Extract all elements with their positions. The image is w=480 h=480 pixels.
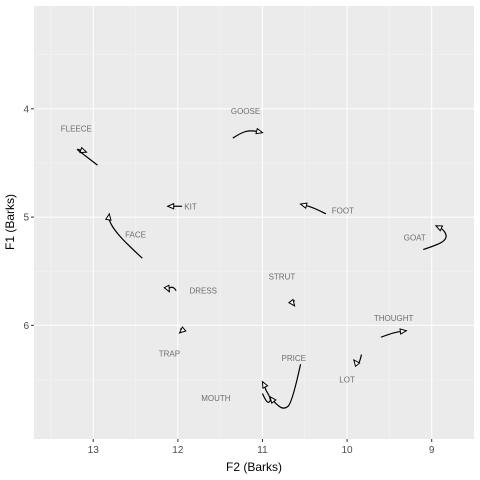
grid <box>34 6 474 439</box>
x-tick-label: 13 <box>88 445 100 456</box>
arrowhead-fleece <box>79 146 88 154</box>
trajectory-goat <box>423 225 447 251</box>
plot-panel <box>34 6 474 439</box>
y-axis-ticks: 4 5 6 <box>23 104 34 332</box>
y-tick-label: 6 <box>23 321 29 332</box>
arrowhead-lot <box>353 358 361 368</box>
trajectory-price <box>269 364 302 409</box>
word-label-kit: KIT <box>184 202 197 211</box>
arrowhead-thought <box>399 328 408 335</box>
word-label-thought: THOUGHT <box>374 314 414 323</box>
x-axis-title: F2 (Barks) <box>226 460 282 474</box>
arrowhead-foot <box>299 202 308 209</box>
arrowhead-face <box>104 212 112 221</box>
word-label-lot: LOT <box>339 375 355 384</box>
trajectories <box>76 127 447 409</box>
y-axis-title: F1 (Barks) <box>3 194 17 250</box>
arrowhead-strut <box>287 298 296 307</box>
x-tick-label: 9 <box>429 445 435 456</box>
word-label-trap: TRAP <box>159 349 180 358</box>
x-tick-label: 12 <box>172 445 184 456</box>
word-label-fleece: FLEECE <box>61 124 92 133</box>
word-label-face: FACE <box>125 230 146 239</box>
word-label-dress: DRESS <box>189 287 217 296</box>
arrowhead-kit <box>166 202 175 210</box>
arrowhead-trap <box>178 326 187 334</box>
x-tick-label: 11 <box>257 445 268 456</box>
word-label-goose: GOOSE <box>231 107 260 116</box>
arrowhead-dress <box>163 284 170 293</box>
trajectory-fleece <box>76 148 98 166</box>
arrowhead-mouth <box>261 380 269 389</box>
word-label-mouth: MOUTH <box>201 394 231 403</box>
word-labels: FLEECE GOOSE KIT FOOT FACE GOAT DRESS STRUT TRAP… <box>61 107 426 403</box>
word-label-foot: FOOT <box>332 207 354 216</box>
x-axis-ticks: 13 12 11 10 9 <box>88 439 435 456</box>
word-label-price: PRICE <box>282 354 306 363</box>
word-label-goat: GOAT <box>404 234 426 243</box>
word-label-strut: STRUT <box>269 273 296 282</box>
arrowhead-goat <box>434 225 444 232</box>
x-tick-label: 10 <box>342 445 354 456</box>
y-tick-label: 5 <box>23 213 29 224</box>
arrowhead-goose <box>255 127 264 135</box>
y-tick-label: 4 <box>23 104 29 115</box>
